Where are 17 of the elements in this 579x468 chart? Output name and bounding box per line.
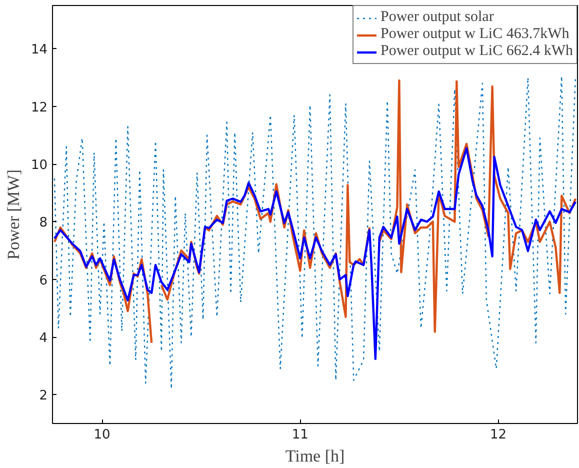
y-tick-label: 4 [39, 331, 48, 346]
line-series [53, 147, 577, 360]
y-tick-label: 12 [30, 100, 48, 116]
x-tick-label: 11 [292, 428, 308, 442]
line-series [54, 76, 576, 390]
x-tick-label: 10 [94, 428, 110, 442]
legend-label: Power output w LiC 662.4 kWh [380, 43, 573, 60]
legend-label: Power output solar [380, 9, 494, 26]
y-tick-label: 10 [30, 158, 48, 174]
legend-label: Power output w LiC 463.7kWh [380, 26, 570, 43]
x-tick-label: 12 [490, 428, 507, 442]
y-tick-label: 14 [30, 42, 48, 58]
x-axis-title: Time [h] [285, 446, 345, 466]
y-axis-title: Power [MW] [4, 169, 23, 260]
y-tick-label: 8 [39, 216, 48, 231]
y-tick-label: 6 [39, 273, 48, 288]
y-tick-label: 2 [39, 388, 48, 404]
